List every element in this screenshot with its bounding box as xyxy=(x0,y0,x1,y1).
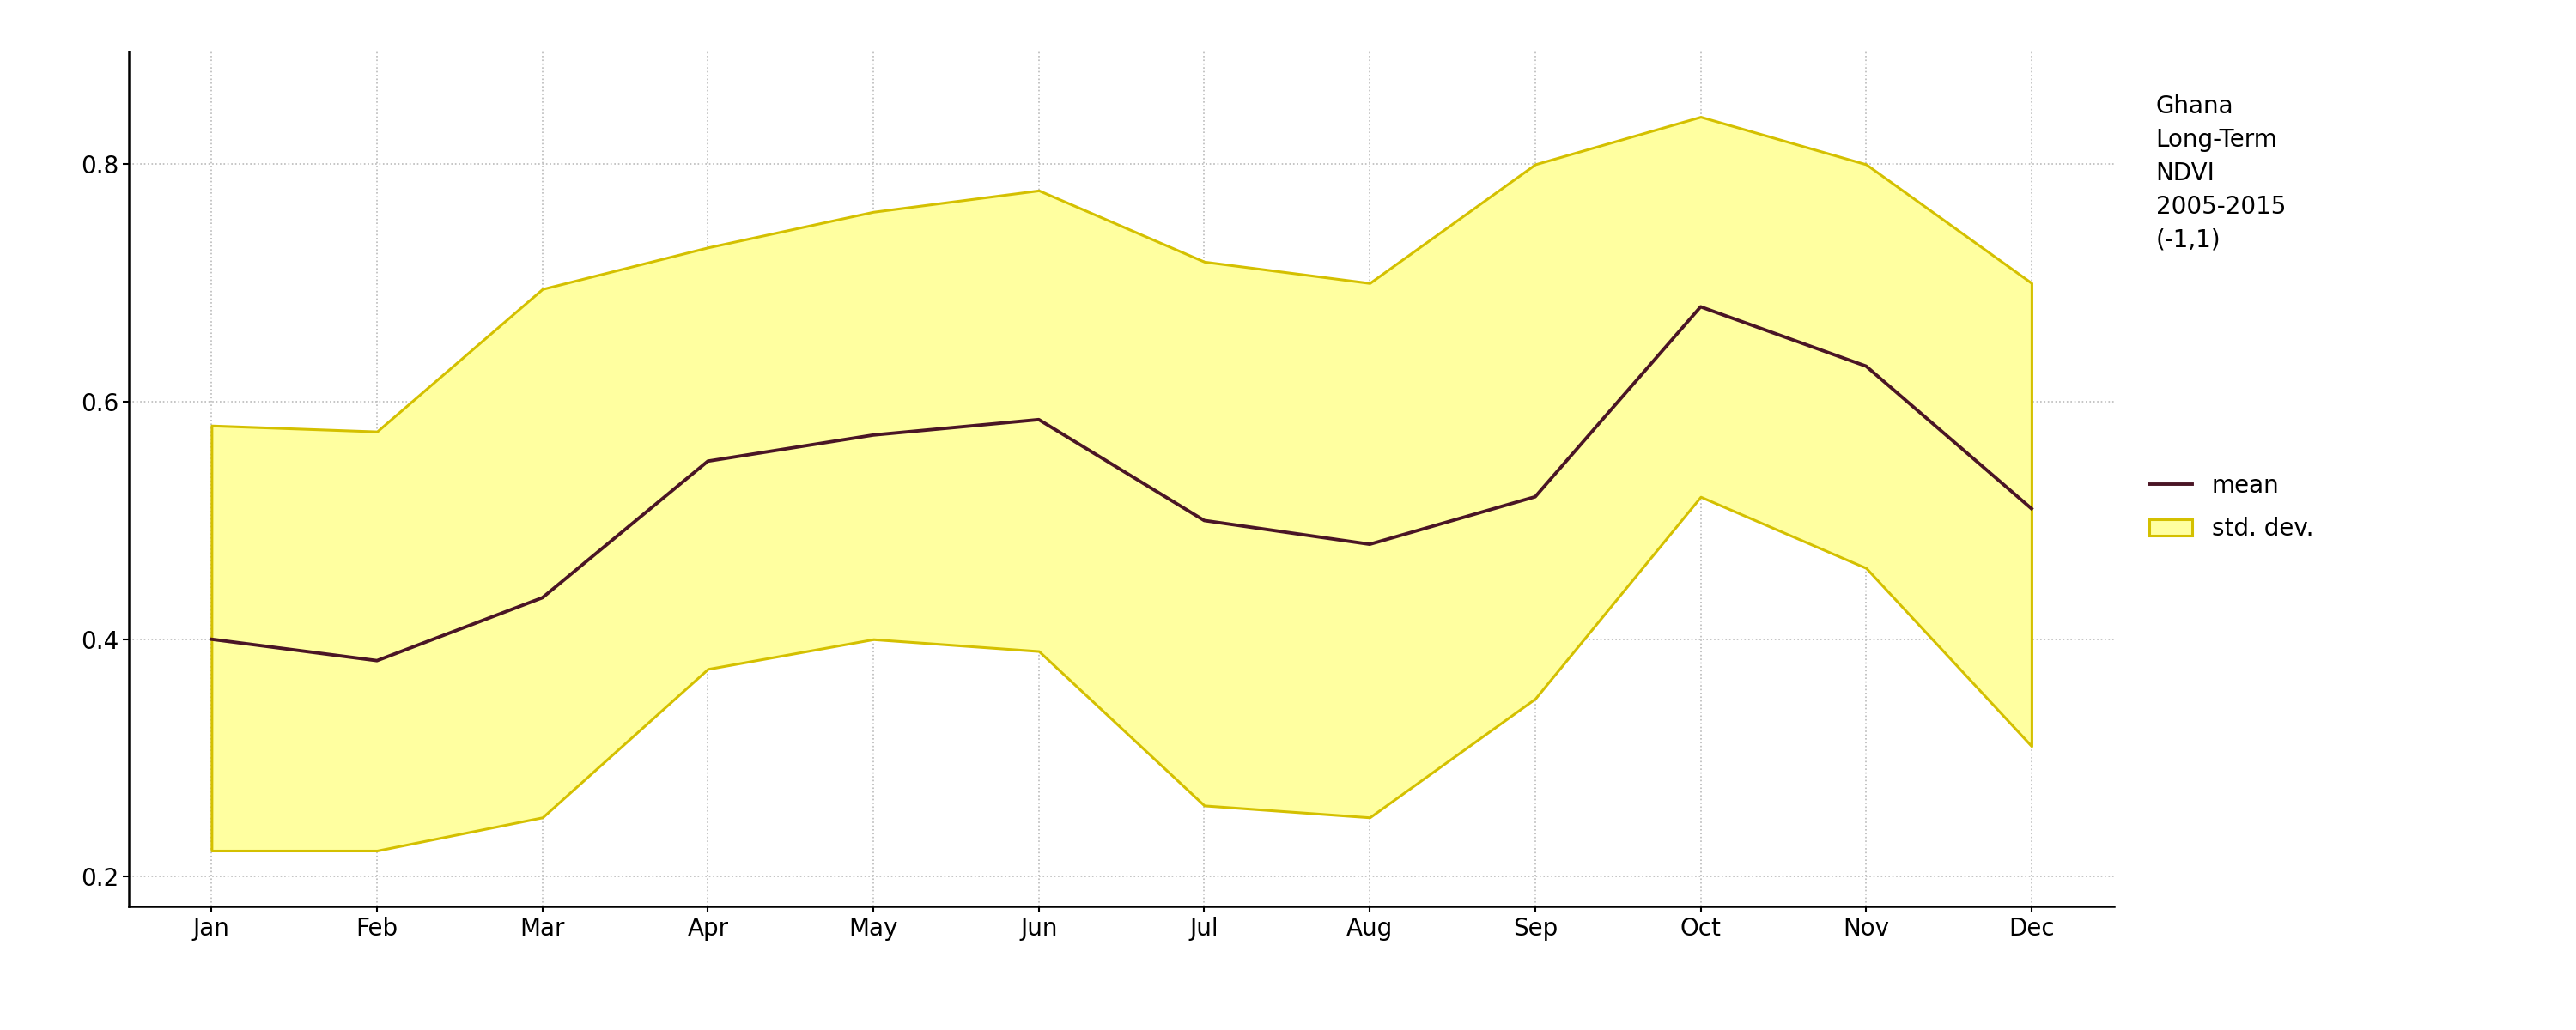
Text: Ghana
Long-Term
NDVI
2005-2015
(-1,1): Ghana Long-Term NDVI 2005-2015 (-1,1) xyxy=(2156,95,2285,252)
Legend: mean, std. dev.: mean, std. dev. xyxy=(2148,474,2313,541)
